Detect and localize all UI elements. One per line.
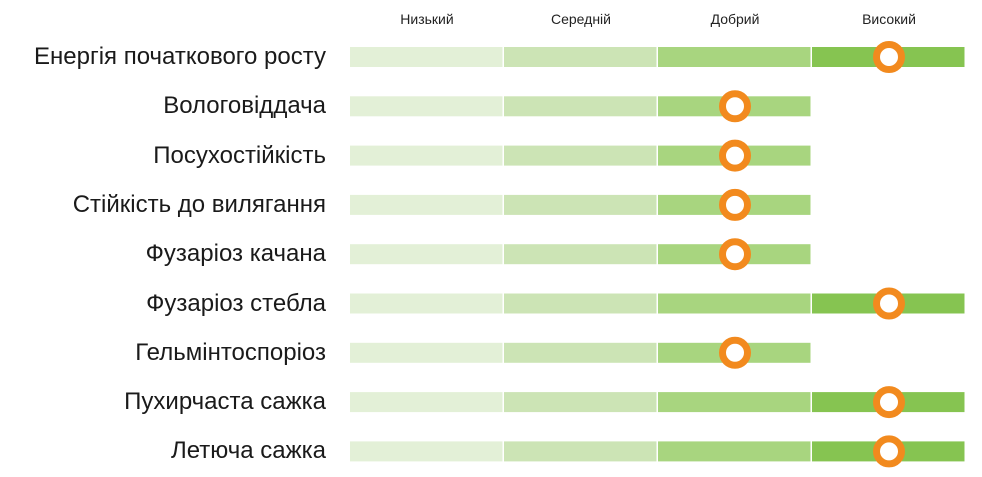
rating-bar <box>350 47 965 67</box>
trait-label: Пухирчаста сажка <box>124 388 326 416</box>
rating-marker <box>719 336 751 369</box>
rating-bar <box>350 293 965 314</box>
bar-segment <box>658 293 811 314</box>
trait-label: Стійкість до вилягання <box>72 190 326 218</box>
bar-segment <box>504 392 657 413</box>
trait-label: Фузаріоз стебла <box>146 289 326 317</box>
bar-segment <box>504 47 657 67</box>
bar-segment <box>504 441 657 462</box>
rating-marker <box>873 386 905 419</box>
level-label: Низький <box>400 11 454 27</box>
rating-marker <box>719 90 751 123</box>
trait-label: Гельмінтоспоріоз <box>135 338 326 366</box>
rating-marker <box>719 139 751 172</box>
bar-segment <box>504 244 657 265</box>
bar-segment <box>658 47 811 67</box>
bar-segment <box>350 293 503 314</box>
bar-segment <box>658 392 811 413</box>
trait-label: Енергія початкового росту <box>34 43 326 70</box>
level-label: Високий <box>862 11 916 27</box>
bar-segment <box>658 441 811 462</box>
rating-marker <box>719 188 751 221</box>
bar-segment <box>350 194 503 215</box>
bar-segment <box>350 145 503 166</box>
level-label: Середній <box>551 11 611 27</box>
rating-marker <box>873 435 905 468</box>
bar-segment <box>350 441 503 462</box>
bar-segment <box>350 96 503 117</box>
bar-segment <box>350 244 503 265</box>
bar-segment <box>504 145 657 166</box>
bar-segment <box>350 342 503 363</box>
trait-label: Посухостійкість <box>153 141 326 169</box>
level-label: Добрий <box>710 11 760 27</box>
bar-segment <box>504 293 657 314</box>
rating-bar <box>350 441 965 462</box>
trait-label: Летюча сажка <box>170 437 326 465</box>
rating-bar <box>350 392 965 413</box>
bar-segment <box>504 96 657 117</box>
trait-label: Фузаріоз качана <box>145 240 326 268</box>
bar-segment <box>504 194 657 215</box>
rating-marker <box>719 238 751 271</box>
rating-marker <box>873 287 905 320</box>
rating-marker <box>873 41 905 73</box>
bar-segment <box>350 47 503 67</box>
rating-bar <box>350 194 811 215</box>
trait-label: Вологовіддача <box>163 92 326 120</box>
bar-segment <box>350 392 503 413</box>
rating-bar <box>350 145 811 166</box>
bar-segment <box>504 342 657 363</box>
